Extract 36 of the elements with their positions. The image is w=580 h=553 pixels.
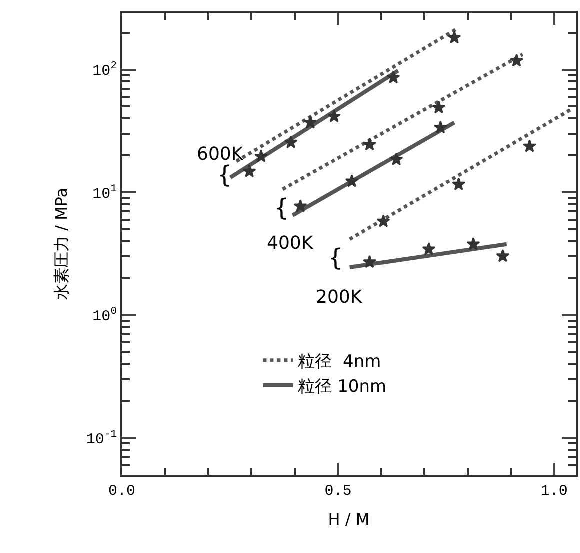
point <box>242 164 256 178</box>
annotation: { <box>274 194 290 222</box>
point <box>523 139 536 152</box>
point <box>363 255 376 268</box>
y-tick-label: 10$^{0}$ <box>92 306 117 326</box>
x-tick-label: 0.5 <box>324 483 352 500</box>
x-tick-label: 0.0 <box>108 483 136 500</box>
point <box>304 116 318 129</box>
point <box>254 150 268 162</box>
x-axis-title: H / M <box>328 510 370 530</box>
point <box>496 249 510 262</box>
y-tick-label: 10$^{2}$ <box>92 60 117 80</box>
point <box>422 242 436 256</box>
point <box>432 100 446 114</box>
point <box>376 214 390 228</box>
y-tick-label: 10$^{-1}$ <box>86 429 117 448</box>
y-axis-title: 水素圧力 / MPa <box>52 188 71 300</box>
point <box>328 110 342 122</box>
annotation: 200K <box>316 287 364 308</box>
point <box>294 199 308 212</box>
point <box>466 237 480 250</box>
point <box>434 120 448 134</box>
point <box>510 54 524 67</box>
x-tick-label: 1.0 <box>540 483 568 500</box>
annotation: 400K <box>267 233 314 254</box>
legend-label: 粒径 10nm <box>298 377 387 398</box>
y-tick-label: 10$^{1}$ <box>92 183 117 203</box>
point <box>386 70 400 84</box>
point <box>284 136 298 148</box>
annotation: { <box>328 244 344 272</box>
legend-label: 粒径 4nm <box>298 352 382 372</box>
point <box>363 138 376 151</box>
point <box>390 152 404 166</box>
point <box>345 174 359 188</box>
point <box>448 30 462 44</box>
point <box>452 178 466 190</box>
